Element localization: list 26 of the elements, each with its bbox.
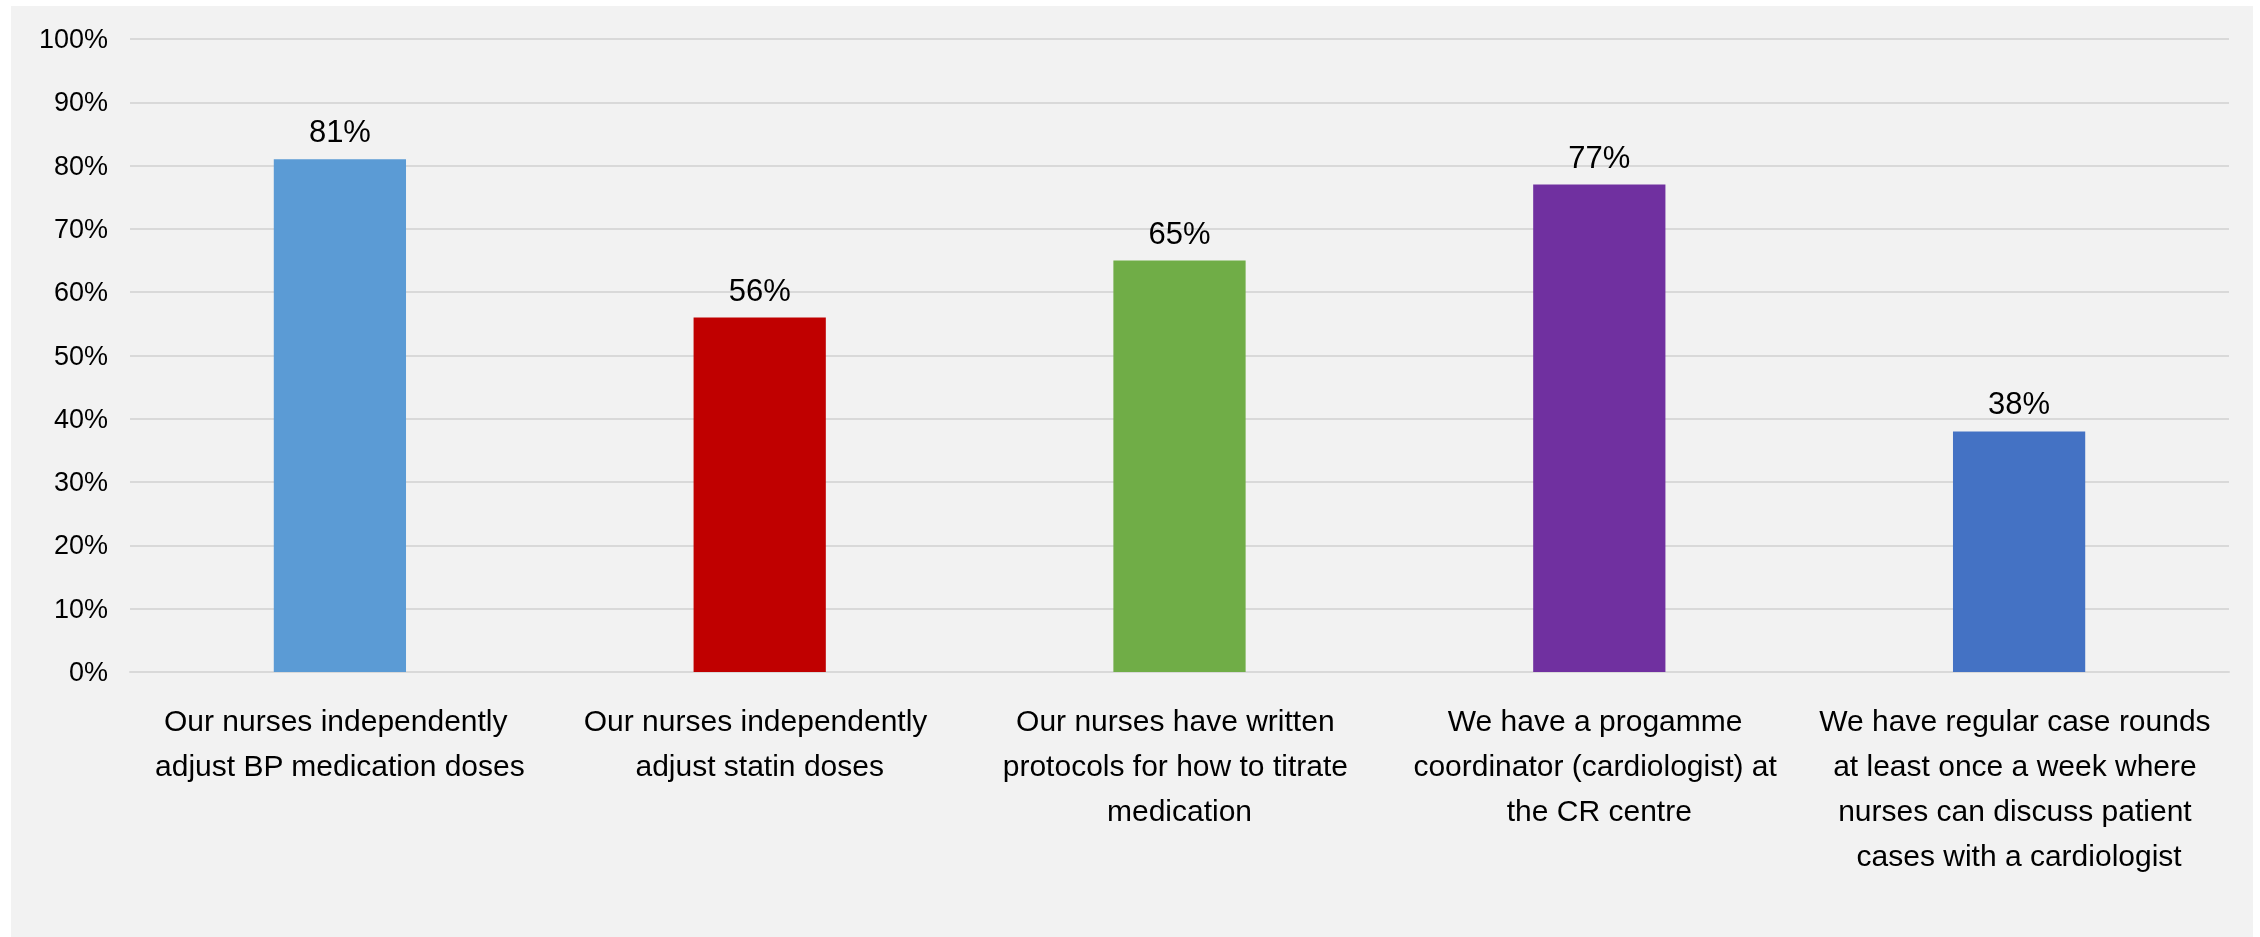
bar xyxy=(1952,431,2086,672)
x-tick-label: We have a progamme coordinator (cardiologist) at the CR centre xyxy=(1413,704,1786,827)
y-tick-label: 40% xyxy=(53,403,108,434)
data-label: 38% xyxy=(1988,386,2051,422)
data-label: 81% xyxy=(308,114,371,150)
y-tick-label: 20% xyxy=(53,530,108,561)
x-tick-label: Our nurses independently adjust BP medication doses xyxy=(155,704,525,782)
data-label: 65% xyxy=(1148,215,1211,251)
x-tick-label: Our nurses independently adjust statin doses xyxy=(583,704,936,782)
x-tick-label: We have regular case rounds at least once a week where nurses can discuss patient cases with a cardiologist xyxy=(1819,704,2219,872)
y-tick-label: 100% xyxy=(38,24,108,54)
y-tick-label: 50% xyxy=(53,340,108,371)
y-tick-label: 10% xyxy=(53,593,108,624)
data-label: 56% xyxy=(728,272,791,308)
bar xyxy=(693,317,826,672)
y-tick-label: 60% xyxy=(53,277,108,308)
bar xyxy=(1113,260,1246,672)
data-label: 77% xyxy=(1568,139,1631,175)
y-tick-label: 90% xyxy=(53,87,108,118)
y-tick-label: 30% xyxy=(53,467,108,498)
bar xyxy=(1533,184,1666,672)
y-tick-label: 80% xyxy=(53,150,108,181)
x-tick-label: Our nurses have written protocols for how to titrate medication xyxy=(1002,704,1357,827)
y-tick-label: 70% xyxy=(53,213,108,244)
y-tick-label: 0% xyxy=(68,657,108,687)
bar xyxy=(273,159,407,672)
